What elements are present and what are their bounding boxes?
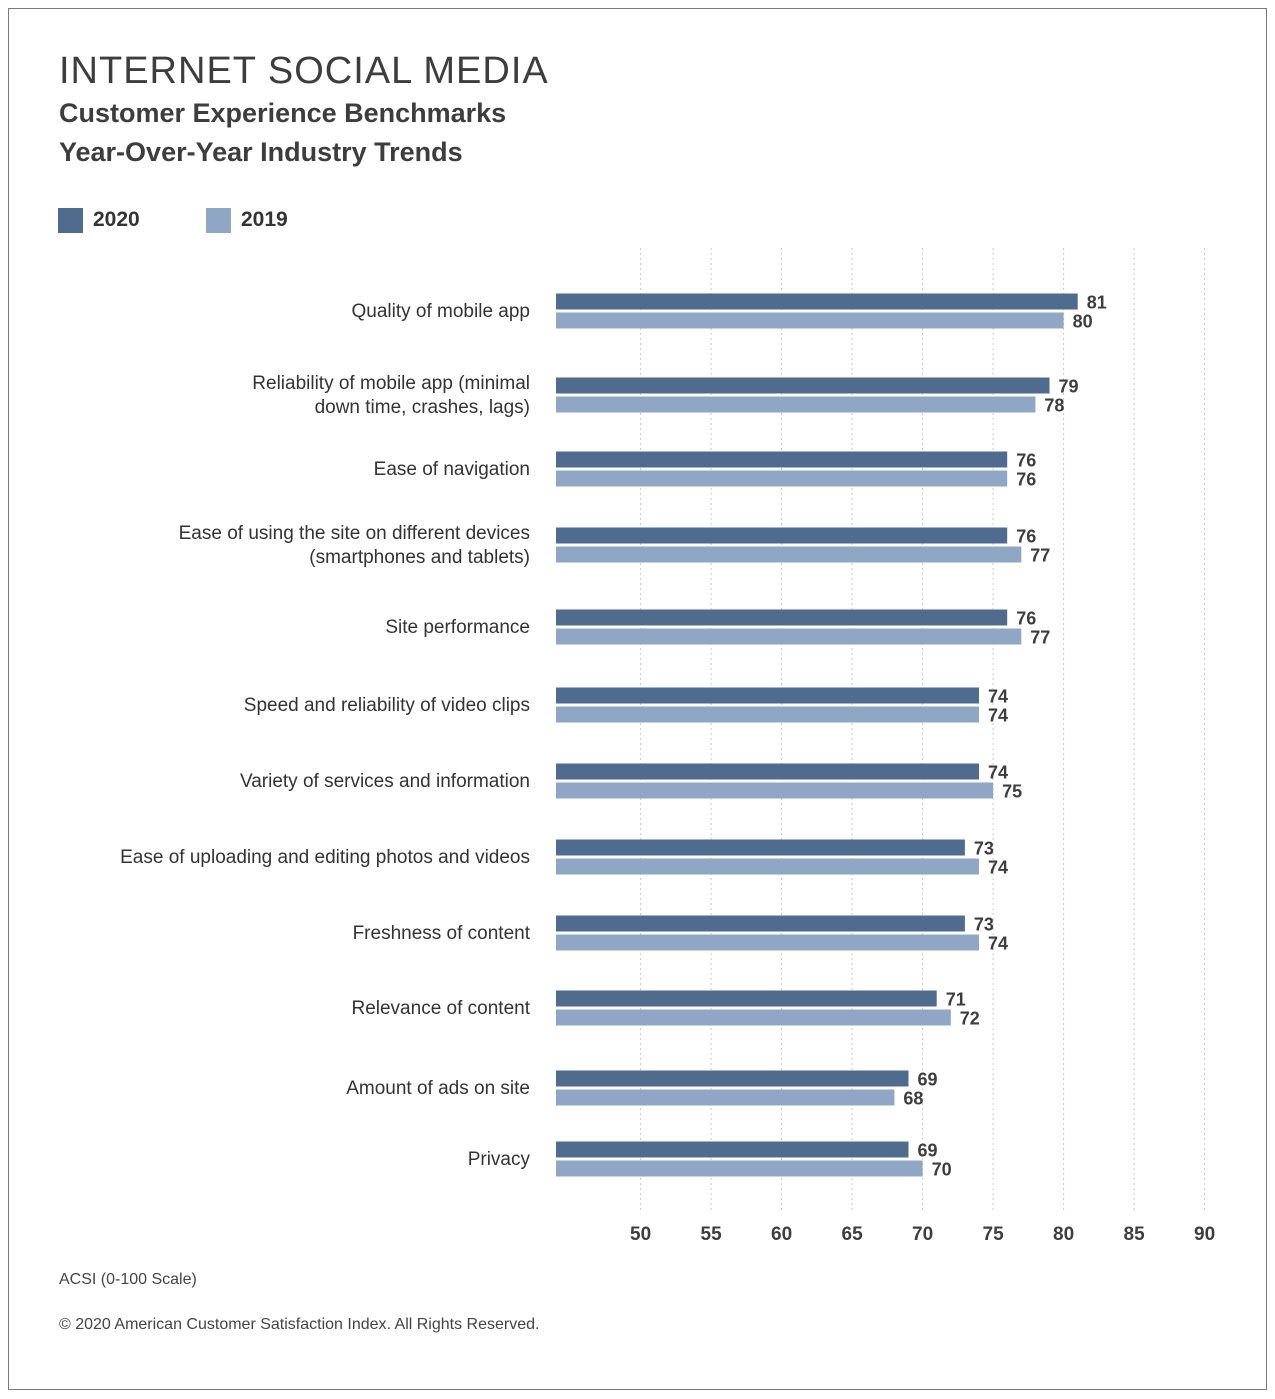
scale-note: ACSI (0-100 Scale) xyxy=(59,1271,197,1288)
x-tick-label-90: 90 xyxy=(1194,1224,1215,1245)
value-label-2019-7: 74 xyxy=(988,858,1008,878)
bar-2020-1 xyxy=(556,377,1050,394)
bar-2019-10 xyxy=(556,1089,895,1106)
x-tick-label-80: 80 xyxy=(1053,1224,1074,1245)
subtitle-benchmarks: Customer Experience Benchmarks xyxy=(59,98,507,128)
value-label-2019-4: 77 xyxy=(1030,628,1050,648)
value-label-2020-8: 73 xyxy=(974,915,994,935)
legend-label-2019: 2019 xyxy=(241,208,288,231)
bar-2020-2 xyxy=(556,451,1008,468)
category-label-2-0: Ease of navigation xyxy=(374,459,530,480)
legend-item-2019: 2019 xyxy=(206,207,288,233)
value-label-2020-9: 71 xyxy=(946,990,966,1010)
value-label-2020-3: 76 xyxy=(1016,527,1036,547)
category-label-9-0: Relevance of content xyxy=(351,998,530,1019)
bar-2020-6 xyxy=(556,763,979,780)
legend-swatch-2020 xyxy=(58,207,83,233)
category-label-11-0: Privacy xyxy=(468,1149,531,1170)
value-label-2020-10: 69 xyxy=(918,1070,938,1090)
subtitle-trends: Year-Over-Year Industry Trends xyxy=(59,137,463,167)
legend-item-2020: 2020 xyxy=(58,207,140,233)
value-label-2020-7: 73 xyxy=(974,839,994,859)
bar-2020-9 xyxy=(556,990,937,1007)
x-tick-label-70: 70 xyxy=(912,1224,933,1245)
legend-label-2020: 2020 xyxy=(93,208,140,231)
category-label-3-1: (smartphones and tablets) xyxy=(309,547,530,568)
category-label-3-0: Ease of using the site on different devi… xyxy=(179,523,530,544)
category-label-4-0: Site performance xyxy=(385,617,530,638)
value-label-2020-5: 74 xyxy=(988,687,1008,707)
value-label-2019-0: 80 xyxy=(1073,312,1093,332)
x-tick-label-60: 60 xyxy=(771,1224,792,1245)
value-label-2019-9: 72 xyxy=(960,1009,980,1029)
bar-2019-2 xyxy=(556,470,1008,487)
category-label-7-0: Ease of uploading and editing photos and… xyxy=(120,847,530,868)
value-label-2020-4: 76 xyxy=(1016,609,1036,629)
bar-2020-4 xyxy=(556,609,1008,626)
bar-2020-0 xyxy=(556,293,1078,310)
x-tick-label-65: 65 xyxy=(842,1224,864,1245)
bar-2019-7 xyxy=(556,858,979,875)
category-label-6-0: Variety of services and information xyxy=(240,771,530,792)
category-label-1-0: Reliability of mobile app (minimal xyxy=(252,373,530,394)
value-label-2019-10: 68 xyxy=(903,1089,923,1109)
value-label-2020-1: 79 xyxy=(1059,377,1079,397)
bar-2020-7 xyxy=(556,839,965,856)
copyright-notice: © 2020 American Customer Satisfaction In… xyxy=(59,1316,540,1333)
bar-2019-5 xyxy=(556,706,979,723)
value-label-2019-2: 76 xyxy=(1016,470,1036,490)
x-tick-label-55: 55 xyxy=(701,1224,723,1245)
value-label-2019-6: 75 xyxy=(1002,782,1022,802)
category-label-1-1: down time, crashes, lags) xyxy=(315,397,530,418)
bar-2020-3 xyxy=(556,527,1008,544)
category-label-10-0: Amount of ads on site xyxy=(346,1078,530,1099)
x-tick-label-75: 75 xyxy=(983,1224,1005,1245)
x-tick-label-85: 85 xyxy=(1124,1224,1146,1245)
bar-2019-6 xyxy=(556,782,994,799)
bar-2020-8 xyxy=(556,915,965,932)
value-label-2019-3: 77 xyxy=(1030,546,1050,566)
page-title: INTERNET SOCIAL MEDIA xyxy=(59,50,549,92)
bar-2020-10 xyxy=(556,1070,909,1087)
value-label-2019-11: 70 xyxy=(932,1160,952,1180)
category-label-8-0: Freshness of content xyxy=(353,923,531,944)
category-label-0-0: Quality of mobile app xyxy=(352,301,531,322)
x-tick-label-50: 50 xyxy=(630,1224,651,1245)
bar-2019-3 xyxy=(556,546,1022,563)
value-label-2019-5: 74 xyxy=(988,706,1008,726)
value-label-2020-11: 69 xyxy=(918,1141,938,1161)
bar-2019-0 xyxy=(556,312,1064,329)
category-label-5-0: Speed and reliability of video clips xyxy=(244,695,530,716)
bar-2019-1 xyxy=(556,396,1036,413)
bar-2019-9 xyxy=(556,1009,951,1026)
value-label-2020-2: 76 xyxy=(1016,451,1036,471)
bar-2019-11 xyxy=(556,1160,923,1177)
bar-2020-5 xyxy=(556,687,979,704)
bar-2019-8 xyxy=(556,934,979,951)
legend-swatch-2019 xyxy=(206,207,231,233)
value-label-2020-0: 81 xyxy=(1087,293,1107,313)
value-label-2020-6: 74 xyxy=(988,763,1008,783)
bar-2019-4 xyxy=(556,628,1022,645)
chart-frame xyxy=(8,8,1267,1390)
value-label-2019-8: 74 xyxy=(988,934,1008,954)
bar-2020-11 xyxy=(556,1141,909,1158)
value-label-2019-1: 78 xyxy=(1044,396,1064,416)
